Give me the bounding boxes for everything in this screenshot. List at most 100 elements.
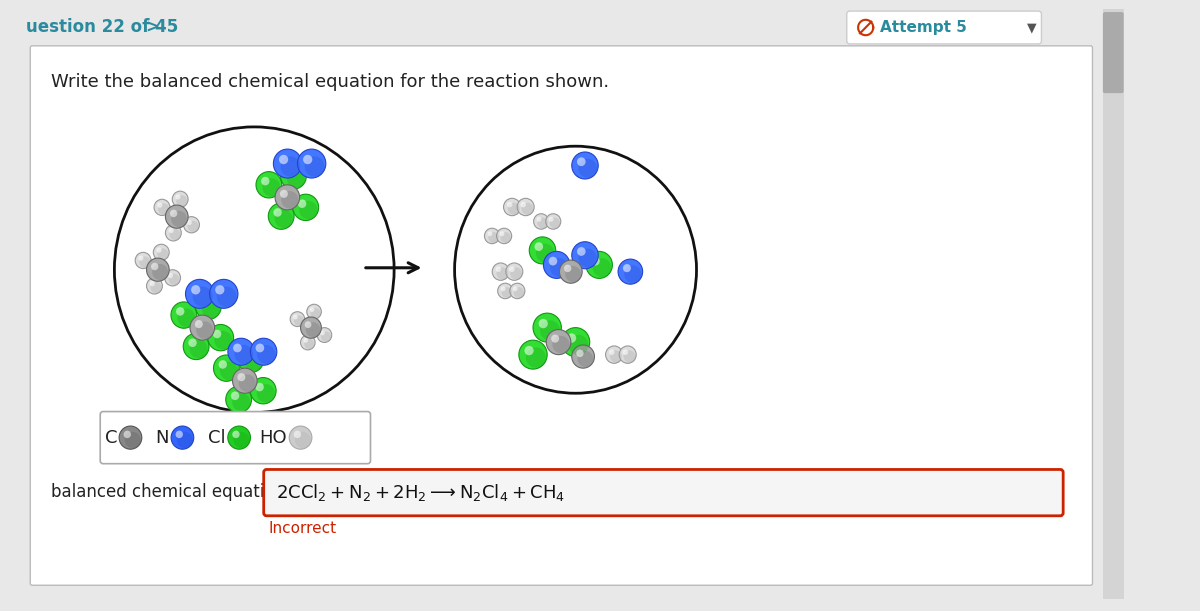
Ellipse shape [263,178,281,197]
Ellipse shape [522,203,533,215]
Circle shape [256,172,282,198]
Circle shape [544,251,570,279]
Text: Incorrect: Incorrect [269,521,336,536]
Ellipse shape [488,232,499,243]
Circle shape [571,242,599,269]
Circle shape [281,163,306,189]
Ellipse shape [320,331,331,342]
Ellipse shape [512,287,517,291]
Ellipse shape [299,201,317,219]
Circle shape [233,368,257,393]
Ellipse shape [538,218,548,229]
Ellipse shape [509,266,515,272]
Text: Cl: Cl [209,429,226,447]
Circle shape [289,426,312,449]
Circle shape [606,346,623,364]
Ellipse shape [168,228,174,233]
Circle shape [510,284,524,299]
Ellipse shape [304,338,314,349]
Ellipse shape [548,257,557,266]
Ellipse shape [187,220,192,225]
FancyBboxPatch shape [264,469,1063,516]
Ellipse shape [610,350,622,362]
Ellipse shape [170,210,178,217]
Ellipse shape [239,375,256,392]
Ellipse shape [230,392,239,400]
Ellipse shape [565,266,581,282]
Circle shape [184,333,209,360]
Ellipse shape [192,287,212,307]
Circle shape [562,327,589,357]
Ellipse shape [244,351,252,360]
Text: Write the balanced chemical equation for the reaction shown.: Write the balanced chemical equation for… [52,73,610,90]
Circle shape [492,263,509,280]
Ellipse shape [169,274,180,285]
Ellipse shape [191,285,200,295]
Ellipse shape [578,249,596,268]
Ellipse shape [539,319,548,328]
Ellipse shape [310,307,314,312]
Circle shape [290,312,305,326]
Ellipse shape [320,331,325,335]
Circle shape [186,279,214,309]
Ellipse shape [280,190,288,198]
Ellipse shape [506,202,512,207]
Ellipse shape [281,191,299,208]
Circle shape [619,346,636,364]
Ellipse shape [593,258,611,277]
Ellipse shape [124,431,131,438]
Ellipse shape [220,362,238,380]
Ellipse shape [138,255,144,261]
Circle shape [269,203,294,229]
Ellipse shape [564,265,571,272]
Circle shape [173,191,188,207]
Ellipse shape [178,309,196,327]
Ellipse shape [281,156,300,177]
FancyBboxPatch shape [30,46,1092,585]
Ellipse shape [514,287,524,298]
Text: uestion 22 of 45: uestion 22 of 45 [25,18,178,37]
Ellipse shape [624,350,635,362]
Circle shape [119,426,142,449]
Ellipse shape [256,343,264,353]
Ellipse shape [157,248,168,260]
Ellipse shape [592,257,600,266]
Ellipse shape [578,159,596,178]
FancyBboxPatch shape [1103,12,1123,93]
Ellipse shape [233,343,241,353]
Ellipse shape [196,321,214,339]
Ellipse shape [200,298,209,307]
Circle shape [228,338,254,365]
Circle shape [184,217,199,233]
Circle shape [154,244,169,260]
Circle shape [300,335,316,350]
Ellipse shape [550,218,560,229]
Ellipse shape [218,360,227,368]
Circle shape [517,199,534,216]
Ellipse shape [287,169,305,188]
Circle shape [228,426,251,449]
Text: >: > [145,18,160,37]
Ellipse shape [306,323,320,337]
Ellipse shape [176,307,185,316]
Ellipse shape [500,232,511,243]
Circle shape [546,214,560,229]
Ellipse shape [526,348,546,368]
Text: HO: HO [259,429,287,447]
Ellipse shape [188,338,197,347]
Ellipse shape [487,232,492,236]
Ellipse shape [257,384,275,403]
Ellipse shape [217,287,236,307]
Circle shape [208,324,234,351]
Text: $\mathregular{2CCl_2 + N_2 + 2H_2 \longrightarrow N_2Cl_4 + CH_4}$: $\mathregular{2CCl_2 + N_2 + 2H_2 \longr… [276,482,565,503]
Ellipse shape [234,432,250,448]
Ellipse shape [157,202,162,208]
Circle shape [586,251,612,279]
Ellipse shape [238,373,245,381]
Circle shape [498,284,512,299]
Ellipse shape [176,196,187,207]
Text: Attempt 5: Attempt 5 [880,20,967,35]
Ellipse shape [577,247,586,256]
Ellipse shape [257,345,276,364]
Ellipse shape [158,203,169,214]
